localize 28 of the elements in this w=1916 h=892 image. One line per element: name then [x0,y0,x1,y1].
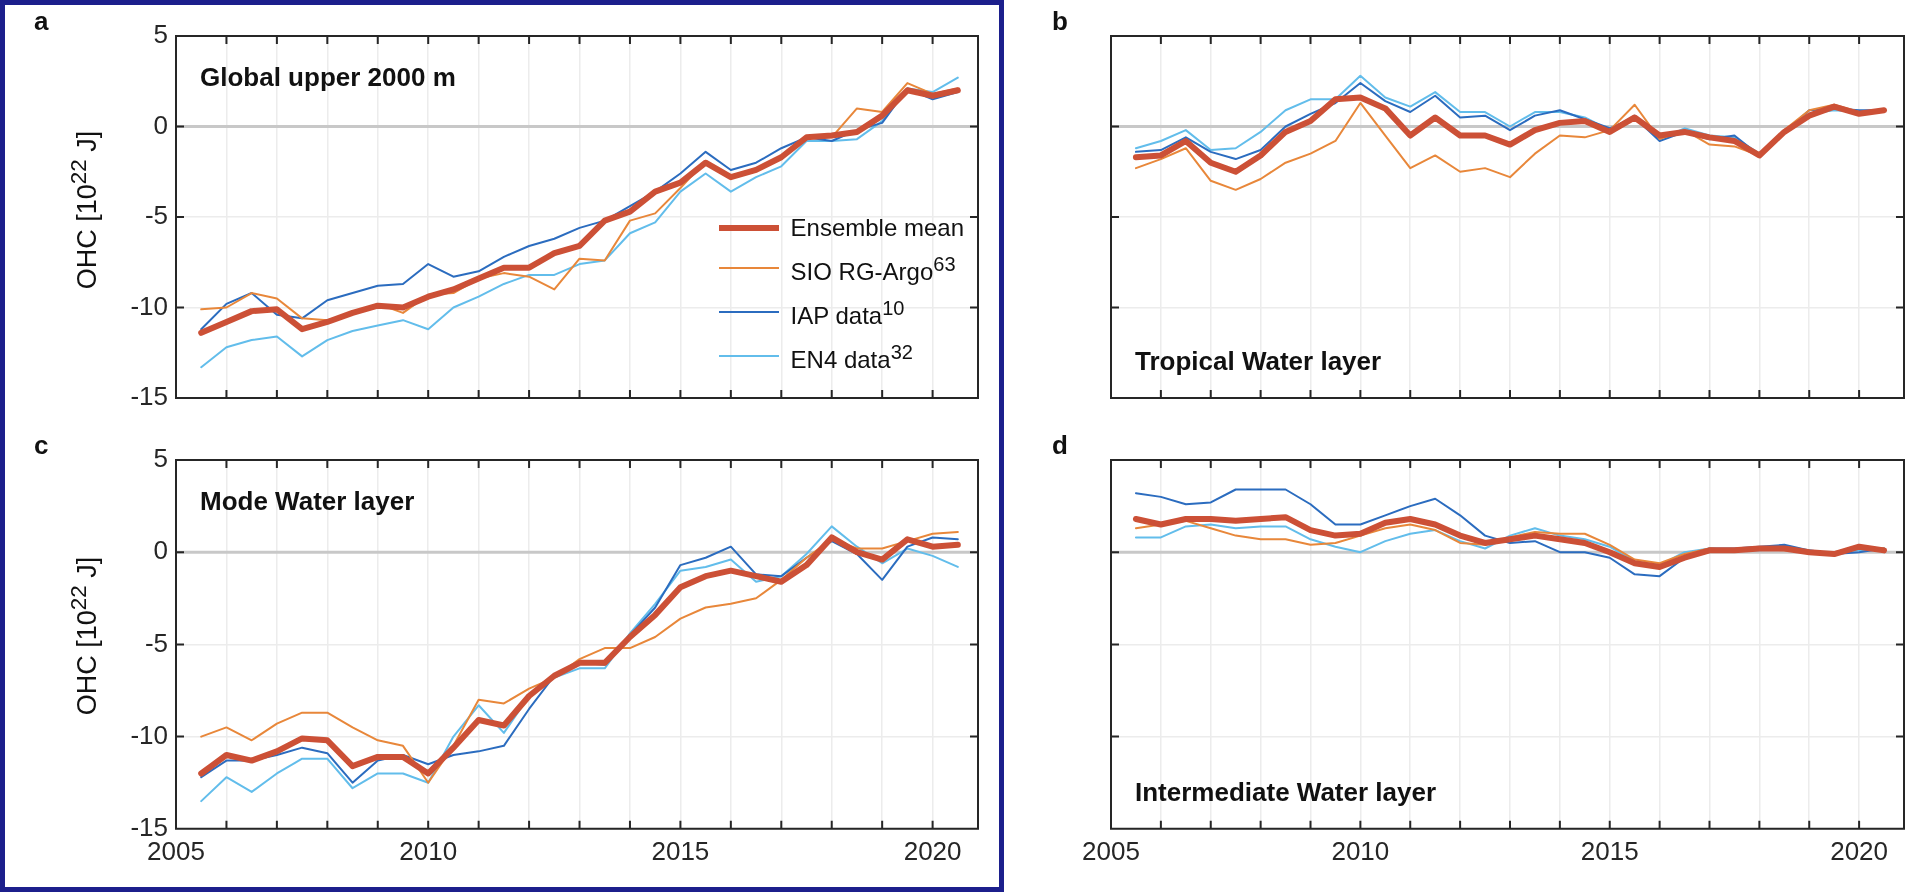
legend-label: EN4 data$^{32}$ [790,340,913,375]
legend-label: Ensemble mean [790,213,964,243]
legend-label: SIO RG-Argo$^{63}$ [790,252,956,287]
y-tick-label: -10 [130,719,168,750]
legend-label: IAP data$^{10}$ [790,296,905,331]
text: d [1052,430,1068,461]
text: a [34,6,49,37]
y-tick-label: -5 [144,627,168,658]
y-tick-label: 0 [153,109,168,140]
x-tick-label: 2020 [903,835,962,866]
text: Global upper 2000 m [200,62,456,93]
x-tick-label: 2005 [1082,835,1140,866]
y-tick-label: -15 [130,381,168,412]
x-tick-label: 2010 [1331,835,1390,866]
y-tick-label: -10 [130,290,168,321]
text: Mode Water layer [200,486,415,517]
y-tick-label: 5 [153,19,168,50]
x-tick-label: 2015 [651,835,710,866]
text: Tropical Water layer [1135,346,1382,377]
text: Intermediate Water layer [1135,776,1437,807]
text: b [1052,6,1068,37]
y-tick-label: 0 [153,535,168,566]
x-tick-label: 2015 [1580,835,1639,866]
y-tick-label: 5 [153,443,168,474]
x-tick-label: 2010 [399,835,458,866]
text: c [34,430,49,461]
x-tick-label: 2020 [1830,835,1889,866]
y-tick-label: -5 [144,200,168,231]
